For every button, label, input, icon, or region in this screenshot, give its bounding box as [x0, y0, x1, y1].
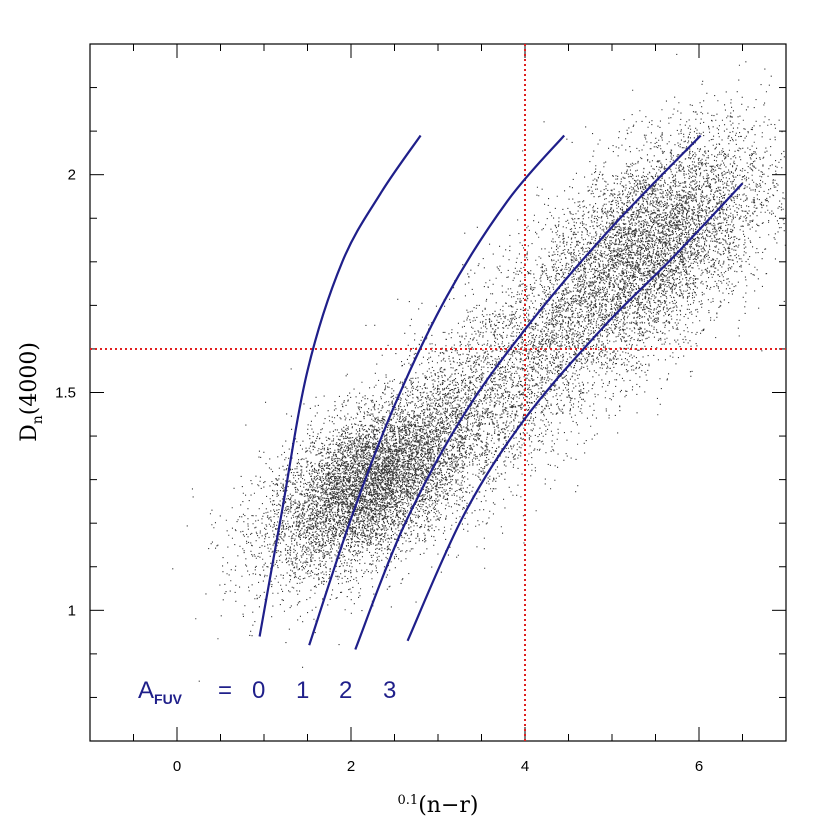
legend-value-2: 2: [339, 677, 352, 704]
x-tick-label: 0: [173, 758, 181, 775]
y-axis-title: Dn(4000): [17, 342, 46, 442]
reference-lines: [90, 44, 786, 741]
x-axis-title-prefix: 0.1: [398, 793, 419, 808]
legend-label-base: A: [138, 677, 154, 704]
legend-value-0: 0: [252, 677, 265, 704]
y-axis-title-sub: n: [30, 415, 46, 424]
legend-label: AFUV: [138, 677, 183, 707]
curve-afuv-1: [308, 134, 566, 646]
data-points: [172, 53, 787, 682]
scatter-points: [172, 53, 787, 682]
x-axis-title-text: (n−r): [418, 793, 478, 818]
curve-afuv-2: [354, 134, 702, 650]
y-axis-title-base: D: [17, 424, 42, 442]
legend-value-1: 1: [296, 677, 309, 704]
curve-afuv-0: [258, 134, 422, 637]
y-tick-label: 1: [68, 602, 76, 619]
x-tick-label: 2: [347, 758, 355, 775]
curve-afuv-3: [406, 182, 744, 642]
legend: AFUV = 0 1 2 3: [138, 677, 396, 707]
legend-label-sub: FUV: [154, 691, 183, 707]
axis-tick-labels: 0 2 4 6 1 1.5 2: [55, 167, 703, 775]
legend-equals: =: [218, 677, 232, 704]
x-axis-title: 0.1(n−r): [398, 793, 479, 818]
y-tick-label: 2: [68, 167, 76, 184]
y-tick-label: 1.5: [55, 385, 76, 402]
extinction-curves: [258, 134, 744, 650]
y-axis-title-rest: (4000): [17, 342, 42, 415]
legend-value-3: 3: [383, 677, 396, 704]
x-tick-label: 6: [695, 758, 703, 775]
x-tick-label: 4: [521, 758, 529, 775]
